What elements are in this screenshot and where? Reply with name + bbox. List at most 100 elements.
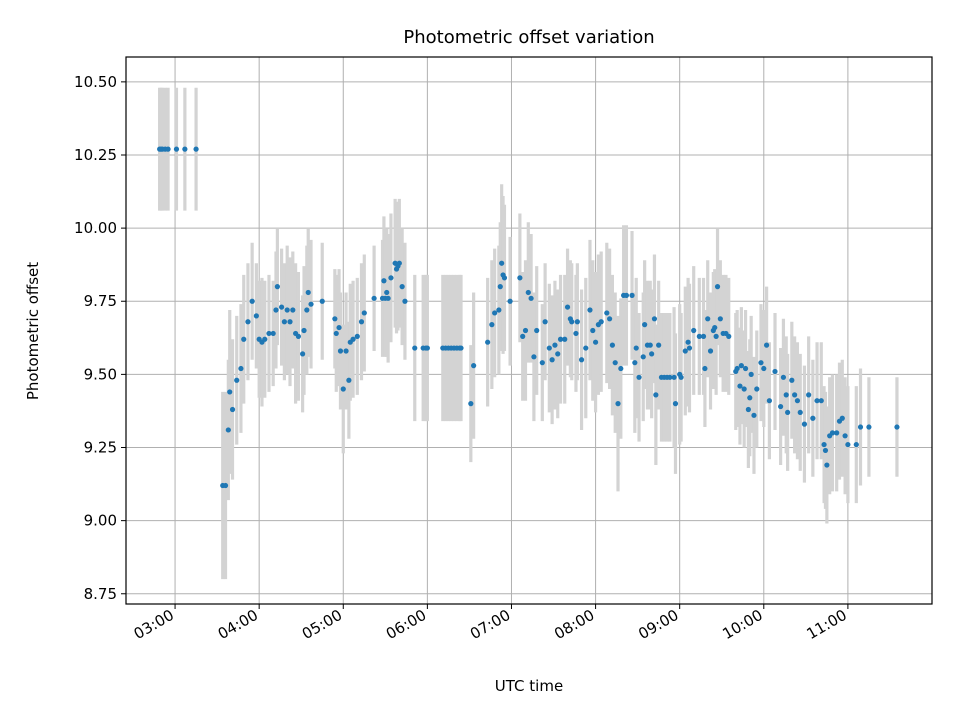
data-point	[384, 289, 390, 296]
data-point	[574, 319, 580, 325]
data-point	[592, 339, 599, 345]
data-point	[290, 307, 296, 313]
y-tick-label: 10.25	[74, 146, 117, 164]
data-point	[555, 351, 561, 357]
data-point	[485, 339, 491, 345]
data-point	[165, 146, 171, 152]
data-point	[569, 319, 575, 325]
data-point	[778, 403, 784, 410]
data-point	[346, 377, 352, 383]
data-point	[667, 374, 673, 380]
data-point	[629, 292, 635, 298]
data-point	[546, 345, 552, 351]
data-point	[273, 307, 279, 313]
data-point	[894, 424, 900, 430]
data-point	[700, 333, 707, 339]
data-point	[253, 313, 259, 319]
data-point	[281, 319, 287, 325]
data-point	[672, 401, 679, 407]
data-point	[842, 433, 848, 439]
data-point	[792, 392, 798, 398]
data-point	[712, 324, 718, 331]
data-point	[534, 327, 540, 334]
data-point	[737, 383, 743, 389]
y-tick-label: 8.75	[84, 585, 117, 603]
data-point	[412, 345, 418, 351]
data-point	[656, 342, 662, 348]
data-point	[270, 330, 276, 337]
x-axis-label: UTC time	[495, 677, 563, 695]
data-point	[653, 392, 659, 398]
data-point	[632, 360, 638, 366]
data-point	[587, 307, 593, 313]
data-point	[590, 327, 596, 334]
data-point	[640, 354, 646, 360]
data-point	[763, 342, 770, 348]
data-point	[751, 412, 757, 418]
data-point	[741, 386, 747, 392]
data-point	[738, 363, 744, 369]
data-point	[607, 316, 613, 322]
data-point	[866, 424, 872, 430]
data-point	[245, 319, 251, 325]
data-points	[157, 146, 900, 489]
data-point	[857, 424, 864, 430]
data-point	[319, 298, 325, 304]
data-point	[839, 415, 845, 421]
data-point	[528, 295, 534, 301]
data-point	[308, 301, 314, 307]
data-point	[234, 377, 240, 383]
data-point	[797, 409, 803, 416]
data-point	[332, 316, 338, 322]
data-point	[612, 360, 618, 366]
data-point	[489, 322, 495, 328]
data-point	[295, 333, 302, 339]
plot-frame	[125, 56, 933, 605]
data-point	[517, 275, 523, 281]
data-point	[340, 386, 346, 392]
data-point	[525, 289, 531, 296]
data-point	[742, 365, 749, 372]
data-point	[801, 421, 808, 427]
data-point	[350, 336, 356, 342]
data-point	[182, 146, 188, 152]
data-point	[647, 342, 653, 348]
data-point	[287, 319, 293, 325]
data-point	[691, 327, 697, 334]
data-point	[766, 398, 772, 404]
data-point	[507, 298, 513, 304]
data-point	[745, 406, 751, 413]
data-point	[821, 441, 827, 448]
data-point	[671, 374, 677, 380]
data-point	[829, 430, 836, 436]
data-point	[301, 327, 307, 334]
data-point	[604, 310, 610, 316]
data-point	[651, 316, 658, 322]
data-point	[336, 324, 342, 331]
data-point	[682, 348, 688, 354]
data-point	[649, 351, 655, 357]
data-point	[783, 392, 789, 398]
data-point	[385, 295, 391, 301]
data-point	[824, 462, 830, 468]
data-point	[552, 342, 558, 348]
data-point	[615, 401, 621, 407]
data-point	[193, 146, 199, 152]
data-point	[845, 441, 851, 448]
data-point	[714, 284, 721, 290]
y-axis-ticks: 8.75 9.00 9.25 9.50 9.75 10.00 10.25 10.50	[74, 73, 126, 603]
data-point	[642, 322, 648, 328]
data-point	[531, 354, 537, 360]
data-point	[173, 146, 180, 152]
data-point	[522, 327, 529, 334]
data-point	[853, 441, 859, 448]
data-point	[388, 275, 394, 281]
y-tick-label: 10.50	[74, 73, 117, 91]
data-point	[785, 409, 791, 416]
data-point	[262, 336, 268, 342]
data-point	[266, 330, 272, 337]
data-point	[754, 386, 760, 392]
data-point	[772, 368, 778, 375]
data-point	[814, 398, 820, 404]
